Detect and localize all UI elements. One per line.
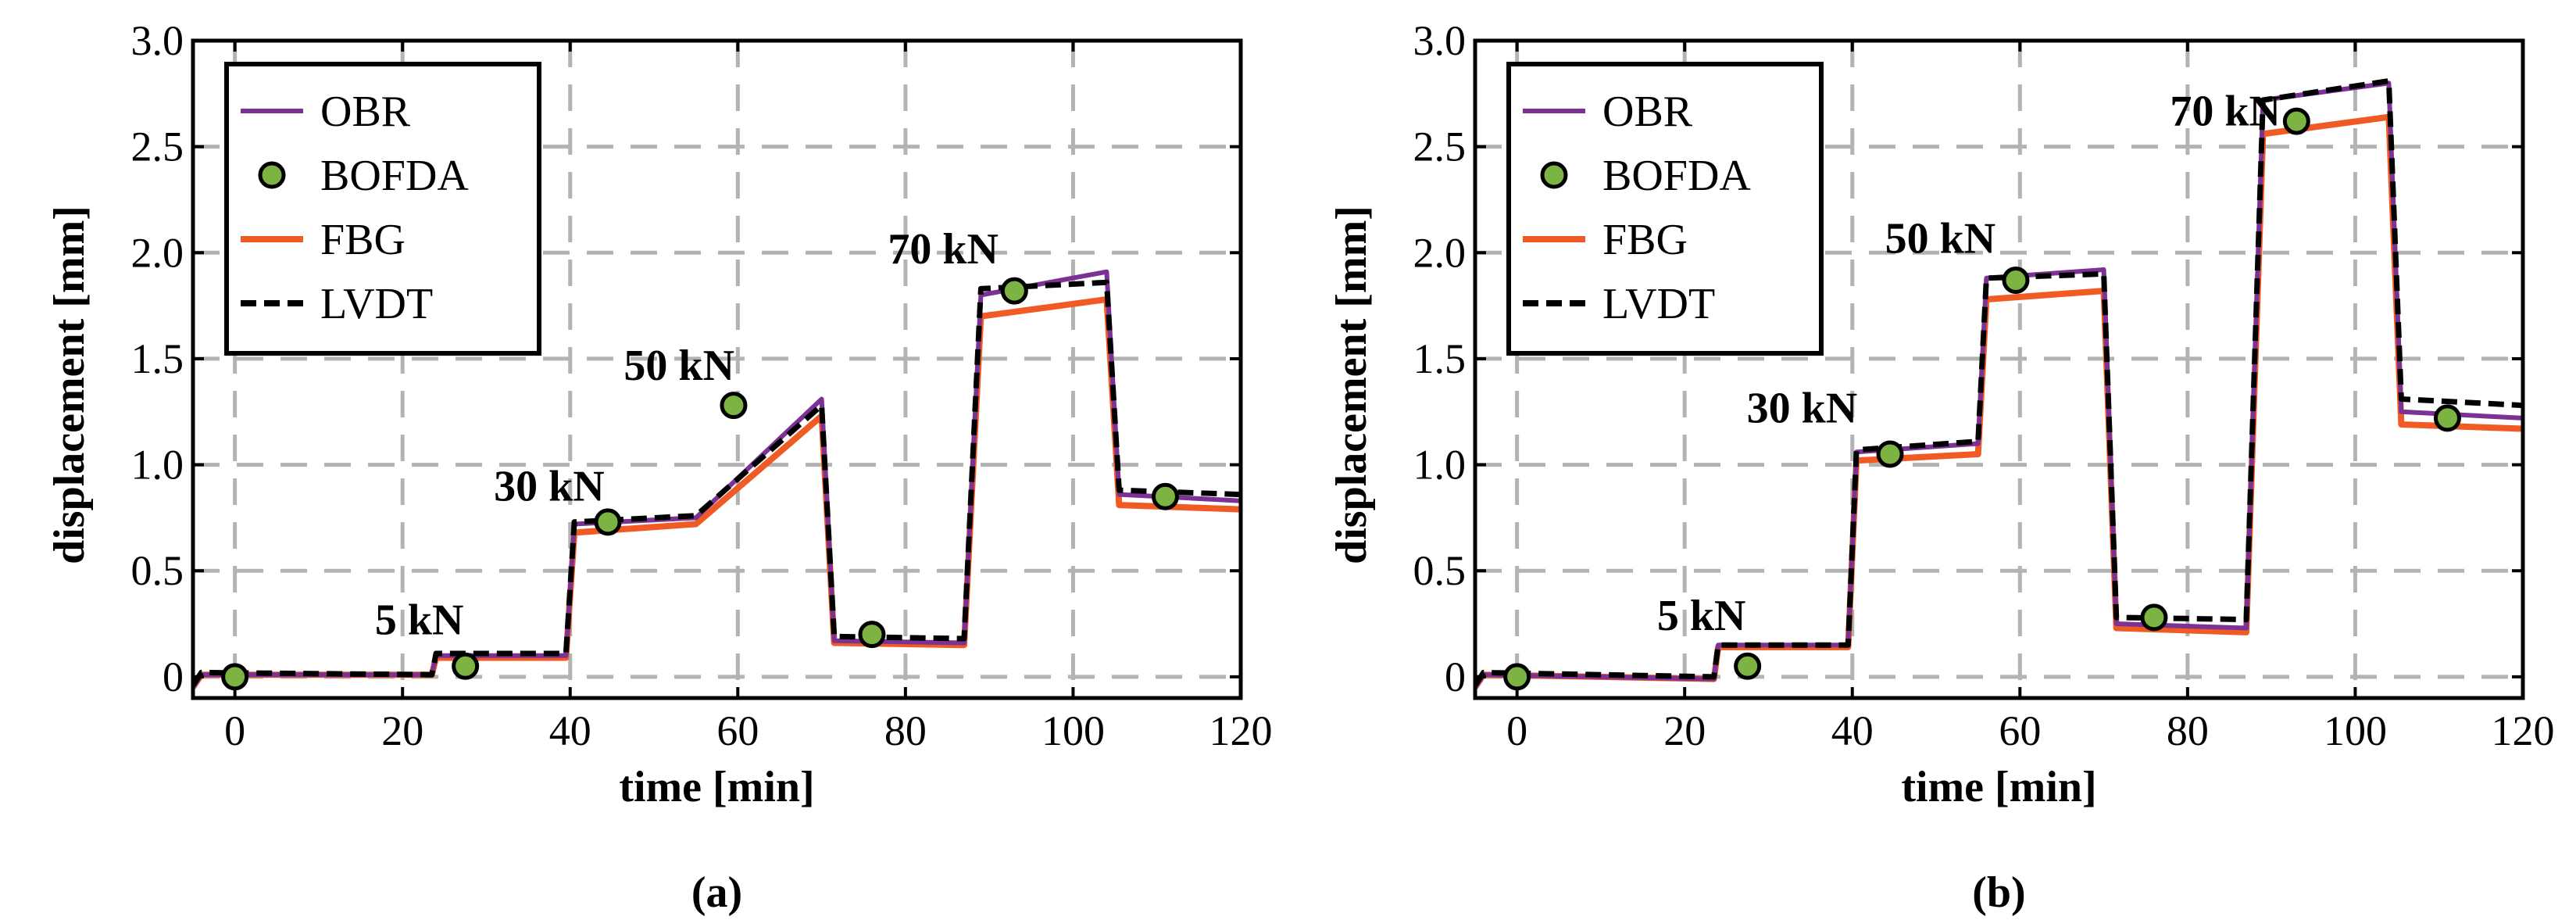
y-tick-label: 2.0 <box>131 229 184 276</box>
legend-swatch-bofda <box>258 161 286 189</box>
x-tick-label: 100 <box>2324 707 2387 754</box>
y-tick-label: 0 <box>163 653 184 700</box>
legend-label-fbg: FBG <box>1602 216 1688 264</box>
legend-label-lvdt: LVDT <box>1602 280 1715 328</box>
bofda-marker <box>221 663 249 691</box>
y-tick-label: 3.0 <box>131 17 184 64</box>
legend-swatch-bofda <box>1540 161 1568 189</box>
x-tick-label: 40 <box>1831 707 1874 754</box>
x-tick-label: 40 <box>549 707 591 754</box>
legend-label-bofda: BOFDA <box>1602 152 1751 200</box>
x-tick-label: 0 <box>1506 707 1527 754</box>
y-tick-label: 1.5 <box>131 335 184 382</box>
legend: OBR BOFDA FBG LVDT <box>1506 62 1824 356</box>
y-tick-label: 0.5 <box>131 547 184 594</box>
legend-label-obr: OBR <box>320 88 411 136</box>
legend-label-fbg: FBG <box>320 216 406 264</box>
x-tick-label: 60 <box>1999 707 2041 754</box>
bofda-marker <box>2140 603 2168 632</box>
x-axis-label: time [min] <box>1901 763 2096 811</box>
panel-b: 0 20 40 60 80 100 120 0 0.5 1.0 1.5 2.0 2.5 3.0 time [… <box>1327 17 2555 917</box>
bofda-marker <box>720 392 748 420</box>
x-tick-label: 100 <box>1041 707 1105 754</box>
x-tick-label: 120 <box>1209 707 1273 754</box>
load-annotation: 70 kN <box>2170 88 2281 136</box>
bofda-marker <box>594 508 622 536</box>
panel-a: 0 20 40 60 80 100 120 0 0.5 1.0 1.5 2.0 2.5 3.0 time [… <box>45 17 1273 917</box>
y-tick-label: 1.0 <box>1413 442 1467 489</box>
bofda-marker <box>858 621 886 649</box>
bofda-marker <box>1503 663 1531 691</box>
y-axis-label: displacement [mm] <box>1327 206 1376 564</box>
series-lvdt-line <box>193 279 1241 687</box>
x-tick-label: 120 <box>2492 707 2555 754</box>
bofda-marker <box>452 652 480 680</box>
x-tick-label: 80 <box>2167 707 2209 754</box>
load-annotation: 30 kN <box>1747 384 1858 432</box>
x-tick-label: 60 <box>716 707 759 754</box>
panel-label: (b) <box>1972 868 2025 917</box>
load-annotation: 30 kN <box>494 463 605 511</box>
legend: OBR BOFDA FBG LVDT <box>224 62 541 356</box>
x-tick-label: 20 <box>1663 707 1706 754</box>
y-tick-label: 2.5 <box>1413 124 1467 170</box>
y-tick-label: 3.0 <box>1413 17 1467 64</box>
bofda-marker <box>2433 404 2461 432</box>
legend-label-bofda: BOFDA <box>320 152 469 200</box>
bofda-marker <box>1734 652 1762 680</box>
load-annotation: 5 kN <box>375 596 464 645</box>
bofda-marker <box>2002 267 2030 295</box>
bofda-marker <box>1876 440 1904 468</box>
panel-label: (a) <box>691 868 742 917</box>
x-axis-label: time [min] <box>619 763 814 811</box>
y-tick-label: 2.0 <box>1413 229 1467 276</box>
bofda-marker <box>2282 107 2310 135</box>
x-tick-label: 80 <box>884 707 927 754</box>
legend-label-lvdt: LVDT <box>320 280 433 328</box>
y-tick-label: 1.5 <box>1413 335 1467 382</box>
legend-label-obr: OBR <box>1602 88 1693 136</box>
load-annotation: 5 kN <box>1657 592 1746 640</box>
axes-frame <box>1473 38 2525 700</box>
y-axis-label: displacement [mm] <box>45 206 94 564</box>
load-annotation: 50 kN <box>623 342 734 390</box>
bofda-marker <box>1000 277 1028 305</box>
axes-frame <box>191 38 1243 700</box>
y-tick-label: 0.5 <box>1413 547 1467 594</box>
y-tick-label: 0 <box>1445 653 1466 700</box>
y-tick-label: 1.0 <box>131 442 184 489</box>
y-tick-label: 2.5 <box>131 124 184 170</box>
bofda-marker <box>1151 482 1179 510</box>
x-tick-label: 20 <box>381 707 423 754</box>
x-tick-label: 0 <box>224 707 245 754</box>
load-annotation: 70 kN <box>888 225 999 274</box>
series-obr-line <box>1475 81 2523 689</box>
plot-area <box>1475 78 2523 691</box>
load-annotation: 50 kN <box>1885 214 1996 263</box>
